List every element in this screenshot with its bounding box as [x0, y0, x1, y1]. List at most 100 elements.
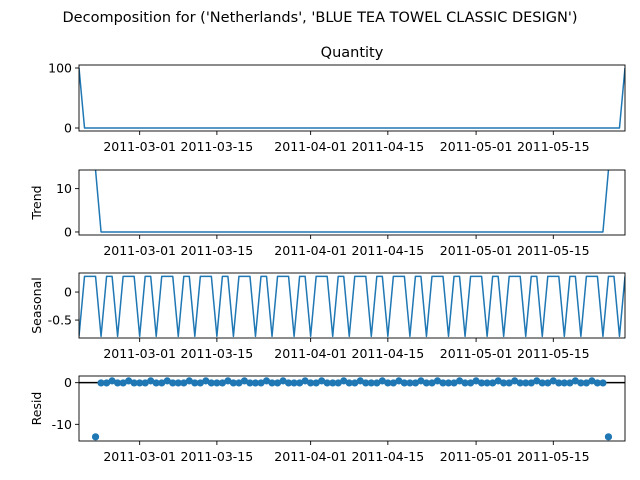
resid-point [108, 377, 116, 385]
resid-point [152, 379, 160, 387]
resid-point [130, 379, 138, 387]
seasonal-line [79, 275, 625, 338]
resid-point [455, 377, 464, 385]
resid-point [174, 379, 182, 387]
resid-point [147, 377, 155, 385]
resid-point [312, 379, 320, 387]
resid-point [240, 377, 249, 385]
panel-trend: Trend 0 10 2011-03-01 2011-03-15 2011-04-01 20… [29, 169, 626, 258]
resid-point [262, 377, 271, 385]
resid-point [560, 379, 568, 387]
figure-title: Decomposition for ('Netherlands', 'BLUE … [63, 10, 578, 26]
resid-point [433, 377, 442, 385]
resid-point [555, 379, 563, 387]
resid-point [301, 377, 309, 385]
resid-point [566, 379, 574, 387]
resid-point [400, 379, 408, 387]
resid-point [235, 379, 243, 387]
resid-point [334, 379, 342, 387]
y-axis-label: Seasonal [29, 277, 44, 334]
panel-frame [78, 169, 626, 236]
panel-frame [78, 375, 626, 442]
x-tick-label: 2011-04-01 [274, 139, 347, 154]
x-tick-label: 2011-03-15 [181, 449, 254, 464]
resid-point [599, 379, 607, 387]
resid-point [500, 379, 508, 387]
resid-point [136, 379, 144, 387]
resid-point [340, 377, 348, 385]
resid-point [329, 379, 337, 387]
x-tick-label: 2011-03-01 [103, 243, 176, 258]
resid-point [373, 379, 381, 387]
resid-point [362, 379, 370, 387]
panel-seasonal: Seasonal 0 -0.5 2011-03-01 2011-03-15 2011-04… [29, 272, 626, 361]
resid-point [406, 379, 414, 387]
resid-point [489, 379, 497, 387]
y-tick-label: 100 [48, 61, 72, 76]
x-tick-label: 2011-05-01 [440, 243, 513, 258]
y-tick-label: 10 [56, 181, 72, 196]
resid-point [224, 377, 232, 385]
y-tick-label: 0 [64, 285, 72, 300]
resid-point [422, 379, 431, 387]
resid-point [428, 379, 436, 387]
y-tick-label: -0.5 [48, 313, 72, 328]
resid-point [323, 379, 331, 387]
resid-point [461, 379, 469, 387]
y-tick-label: 0 [64, 121, 72, 136]
resid-point [119, 379, 127, 387]
y-axis-label: Trend [29, 185, 44, 220]
resid-point [163, 377, 171, 385]
resid-point [290, 379, 298, 387]
x-tick-label: 2011-04-01 [274, 346, 347, 361]
resid-point [444, 379, 453, 387]
resid-point [180, 379, 188, 387]
resid-point [218, 379, 226, 387]
resid-point [284, 379, 293, 387]
panel-title: Quantity [321, 45, 384, 61]
observed-line [79, 67, 625, 129]
resid-point [114, 379, 122, 387]
resid-point [356, 377, 364, 385]
trend-line [94, 170, 610, 233]
resid-point [191, 379, 199, 387]
panel-resid: Resid 0 -10 2011-03-01 2011-03-15 2011-04-01 2… [29, 375, 626, 464]
x-tick-label: 2011-04-15 [352, 449, 425, 464]
x-tick-label: 2011-04-15 [352, 243, 425, 258]
resid-point [538, 379, 546, 387]
series-observed [79, 67, 625, 129]
resid-point [125, 377, 133, 385]
series-resid [79, 377, 625, 441]
series-seasonal [79, 275, 625, 338]
resid-point [268, 379, 276, 387]
y-tick-label: 0 [64, 375, 72, 390]
resid-point [604, 433, 613, 441]
resid-point [229, 379, 238, 387]
x-tick-label: 2011-04-01 [274, 243, 347, 258]
resid-point [378, 377, 386, 385]
resid-point [207, 379, 215, 387]
resid-point [582, 379, 590, 387]
resid-point [516, 379, 524, 387]
x-tick-label: 2011-03-15 [181, 139, 254, 154]
resid-point [588, 377, 596, 385]
x-tick-label: 2011-03-01 [103, 139, 176, 154]
resid-point [593, 379, 602, 387]
resid-point [522, 379, 530, 387]
x-tick-label: 2011-05-01 [440, 139, 513, 154]
resid-point [478, 379, 486, 387]
x-tick-label: 2011-05-15 [517, 243, 590, 258]
x-tick-label: 2011-05-01 [440, 449, 513, 464]
resid-point [351, 379, 359, 387]
resid-point [273, 379, 282, 387]
resid-point [185, 377, 193, 385]
resid-point [571, 377, 579, 385]
resid-point [367, 379, 375, 387]
resid-point [544, 379, 552, 387]
resid-point [158, 379, 166, 387]
resid-point [202, 377, 210, 385]
x-tick-label: 2011-04-01 [274, 449, 347, 464]
series-trend [94, 170, 610, 233]
